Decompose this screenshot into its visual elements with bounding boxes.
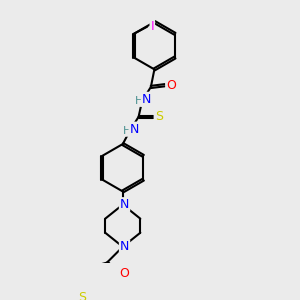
Text: N: N [120,240,129,253]
Text: N: N [142,93,151,106]
Text: N: N [120,198,129,211]
Text: O: O [166,79,176,92]
Text: H: H [135,96,144,106]
Text: O: O [120,267,130,280]
Text: I: I [151,20,154,33]
Text: N: N [130,123,139,136]
Text: S: S [155,110,163,123]
Text: S: S [78,291,86,300]
Text: H: H [123,126,131,136]
